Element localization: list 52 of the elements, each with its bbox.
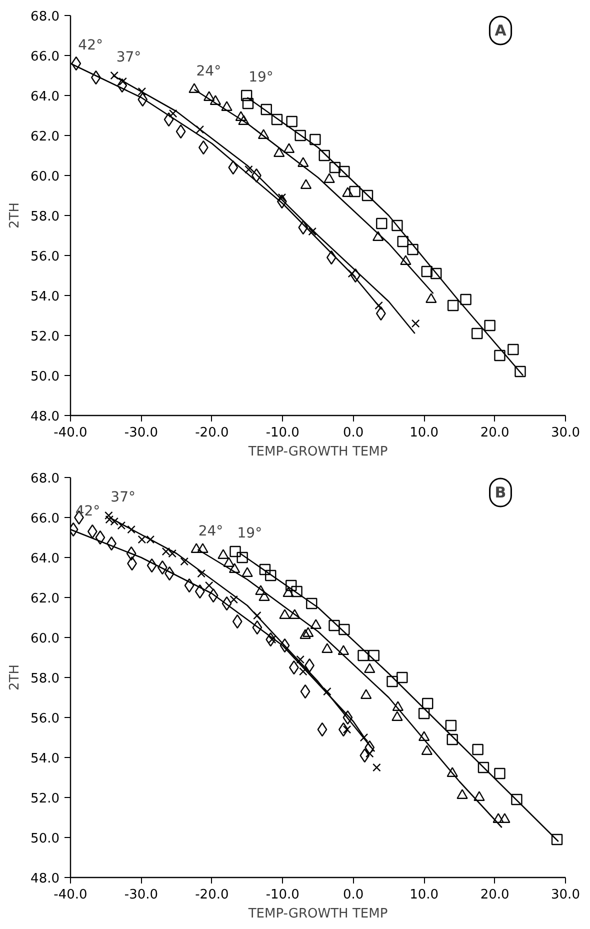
y-tick-label: 56.0: [30, 250, 60, 264]
x-tick-label: -30.0: [124, 888, 158, 902]
y-tick-label: 50.0: [30, 370, 60, 384]
annotation: B: [494, 484, 506, 502]
series-label: 42°: [75, 504, 100, 520]
x-tick-label: 30.0: [551, 426, 580, 440]
y-tick-label: 48.0: [30, 872, 60, 886]
y-axis-title: 2TH: [8, 664, 23, 690]
x-tick-label: -10.0: [266, 888, 300, 902]
y-axis-title: 2TH: [8, 202, 23, 228]
x-tick-label: 20.0: [480, 888, 510, 902]
x-tick-label: -30.0: [124, 426, 158, 440]
series-label: 37°: [110, 490, 136, 506]
x-axis-title: TEMP-GROWTH TEMP: [247, 444, 388, 460]
x-tick-label: 30.0: [551, 888, 580, 902]
x-tick-label: -20.0: [195, 426, 229, 440]
y-tick-label: 68.0: [30, 10, 60, 24]
y-tick-label: 56.0: [30, 712, 60, 726]
x-tick-label: 20.0: [480, 426, 510, 440]
y-tick-label: 66.0: [30, 50, 60, 64]
series-label: 24°: [198, 524, 224, 540]
y-tick-label: 52.0: [30, 792, 60, 806]
x-tick-label: -20.0: [195, 888, 229, 902]
x-tick-label: 10.0: [410, 426, 439, 440]
y-tick-label: 50.0: [30, 832, 60, 846]
y-tick-label: 62.0: [30, 592, 60, 606]
series-label: 19°: [248, 70, 274, 86]
y-tick-label: 54.0: [30, 752, 60, 766]
y-tick-label: 68.0: [30, 472, 60, 486]
y-tick-label: 60.0: [30, 632, 60, 646]
y-tick-label: 54.0: [30, 290, 60, 304]
y-tick-label: 62.0: [30, 130, 60, 144]
series-label: 19°: [237, 526, 262, 542]
annotation: A: [494, 22, 507, 40]
x-tick-label: -10.0: [266, 426, 300, 440]
y-tick-label: 58.0: [30, 672, 60, 686]
y-tick-label: 48.0: [30, 410, 60, 424]
x-tick-label: -40.0: [54, 426, 88, 440]
y-tick-label: 66.0: [30, 512, 60, 526]
x-tick-label: 0.0: [343, 888, 364, 902]
x-tick-label: 0.0: [343, 426, 364, 440]
series-label: 37°: [116, 50, 142, 66]
y-tick-label: 64.0: [30, 552, 60, 566]
y-tick-label: 52.0: [30, 330, 60, 344]
series-label: 42°: [78, 38, 103, 54]
y-tick-label: 58.0: [30, 210, 60, 224]
x-tick-label: 10.0: [410, 888, 439, 902]
series-label: 24°: [196, 64, 222, 80]
y-tick-label: 60.0: [30, 170, 60, 184]
x-axis-title: TEMP-GROWTH TEMP: [247, 906, 388, 922]
y-tick-label: 64.0: [30, 90, 60, 104]
x-tick-label: -40.0: [54, 888, 88, 902]
